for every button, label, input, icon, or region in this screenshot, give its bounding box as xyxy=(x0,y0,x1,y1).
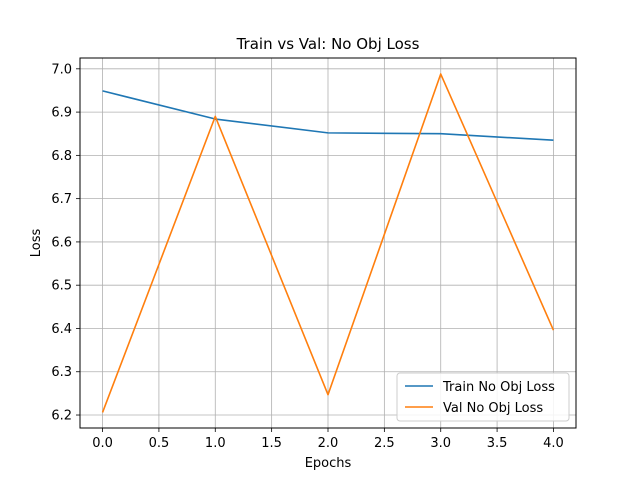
y-tick-label: 6.3 xyxy=(51,365,72,380)
y-tick-label: 7.0 xyxy=(51,62,72,77)
grid xyxy=(80,58,576,428)
y-tick-label: 6.2 xyxy=(51,409,72,424)
y-tick-label: 6.5 xyxy=(51,279,72,294)
y-tick-label: 6.4 xyxy=(51,322,72,337)
legend: Train No Obj Loss Val No Obj Loss xyxy=(396,372,570,422)
legend-label-train: Train No Obj Loss xyxy=(442,380,555,395)
legend-label-val: Val No Obj Loss xyxy=(443,401,543,416)
x-tick-label: 0.5 xyxy=(149,436,170,451)
series-line-train xyxy=(102,90,554,142)
x-tick-label: 1.0 xyxy=(205,436,226,451)
chart-title: Train vs Val: No Obj Loss xyxy=(236,35,420,53)
x-tick-label: 3.5 xyxy=(487,436,508,451)
series-line-val xyxy=(101,73,555,413)
x-tick-label: 2.5 xyxy=(374,436,395,451)
x-tick-label: 0.0 xyxy=(92,436,113,451)
x-tick-label: 4.0 xyxy=(543,436,564,451)
y-tick-label: 6.7 xyxy=(51,192,72,207)
x-tick-label: 3.0 xyxy=(430,436,451,451)
series-lines xyxy=(101,73,555,413)
legend-box xyxy=(396,372,570,422)
y-tick-label: 6.8 xyxy=(51,149,72,164)
y-axis-ticks: 6.2 6.3 6.4 6.5 6.6 6.7 6.8 6.9 7.0 xyxy=(51,62,80,424)
y-tick-label: 6.6 xyxy=(51,235,72,250)
x-axis-ticks: 0.0 0.5 1.0 1.5 2.0 2.5 3.0 3.5 4.0 xyxy=(92,428,564,451)
y-tick-label: 6.9 xyxy=(51,106,72,121)
y-axis-label: Loss xyxy=(29,229,44,258)
x-tick-label: 2.0 xyxy=(318,436,339,451)
x-axis-label: Epochs xyxy=(305,456,352,471)
x-tick-label: 1.5 xyxy=(261,436,282,451)
